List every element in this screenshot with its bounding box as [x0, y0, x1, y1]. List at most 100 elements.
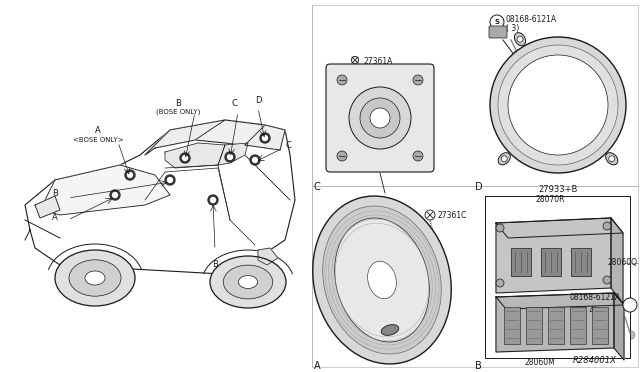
Circle shape: [211, 198, 216, 202]
Text: A: A: [95, 126, 101, 135]
Bar: [548, 307, 564, 344]
Circle shape: [623, 298, 637, 312]
Ellipse shape: [370, 108, 390, 128]
Circle shape: [113, 192, 118, 198]
Text: S: S: [627, 302, 632, 308]
Text: C: C: [286, 141, 292, 150]
Circle shape: [413, 151, 423, 161]
Bar: [592, 307, 608, 344]
Polygon shape: [145, 120, 285, 155]
Circle shape: [260, 133, 270, 143]
Polygon shape: [496, 293, 624, 309]
Circle shape: [225, 152, 235, 162]
Text: B: B: [175, 99, 181, 108]
Circle shape: [168, 177, 173, 183]
Bar: [526, 307, 542, 344]
Text: R284001X: R284001X: [573, 356, 617, 365]
Ellipse shape: [55, 250, 135, 306]
Circle shape: [182, 155, 188, 160]
Circle shape: [603, 222, 611, 230]
Circle shape: [514, 50, 522, 58]
Circle shape: [490, 15, 504, 29]
Text: B: B: [212, 270, 218, 279]
Bar: [485, 196, 630, 358]
Circle shape: [425, 210, 435, 220]
Polygon shape: [258, 248, 278, 265]
Circle shape: [517, 36, 523, 42]
Circle shape: [501, 156, 508, 162]
Circle shape: [603, 276, 611, 284]
Text: 08168-6121A: 08168-6121A: [506, 15, 557, 23]
Circle shape: [627, 331, 635, 339]
FancyBboxPatch shape: [326, 64, 434, 172]
Circle shape: [413, 75, 423, 85]
Circle shape: [227, 154, 232, 160]
Bar: [541, 248, 561, 276]
Polygon shape: [496, 293, 614, 352]
Text: (BOSE ONLY): (BOSE ONLY): [218, 275, 262, 282]
Circle shape: [110, 190, 120, 200]
Polygon shape: [614, 293, 624, 360]
FancyBboxPatch shape: [489, 26, 507, 38]
Text: D: D: [255, 96, 261, 105]
Ellipse shape: [335, 218, 429, 342]
Text: B: B: [212, 260, 218, 269]
Text: 27933+B: 27933+B: [538, 185, 578, 194]
Ellipse shape: [223, 265, 273, 299]
Circle shape: [498, 45, 618, 165]
Ellipse shape: [367, 261, 396, 299]
Ellipse shape: [313, 196, 451, 364]
Circle shape: [180, 153, 190, 163]
Circle shape: [208, 195, 218, 205]
Ellipse shape: [360, 98, 400, 138]
Ellipse shape: [210, 256, 286, 308]
Text: 27361A: 27361A: [364, 58, 394, 67]
Ellipse shape: [323, 206, 442, 354]
Text: (BOSE ONLY): (BOSE ONLY): [156, 109, 200, 115]
Text: D: D: [475, 182, 483, 192]
Polygon shape: [165, 143, 225, 168]
Text: 28060M: 28060M: [525, 358, 556, 367]
Text: S: S: [495, 19, 499, 25]
Ellipse shape: [85, 271, 105, 285]
Text: A: A: [52, 214, 58, 222]
Circle shape: [250, 155, 260, 165]
Text: C: C: [314, 182, 321, 192]
Polygon shape: [496, 218, 623, 238]
Circle shape: [490, 37, 626, 173]
Polygon shape: [611, 218, 623, 303]
Polygon shape: [218, 143, 248, 165]
Bar: [570, 307, 586, 344]
Polygon shape: [40, 165, 170, 215]
Bar: [571, 248, 591, 276]
Ellipse shape: [605, 153, 618, 165]
Circle shape: [496, 279, 504, 287]
Ellipse shape: [351, 57, 358, 64]
Text: 27361C: 27361C: [438, 211, 467, 219]
Circle shape: [508, 55, 608, 155]
Text: 27933: 27933: [367, 200, 394, 209]
Ellipse shape: [515, 33, 525, 46]
Text: ( 4): ( 4): [584, 307, 597, 315]
Text: A: A: [314, 361, 320, 371]
Text: ( 3): ( 3): [506, 25, 519, 33]
Bar: [504, 307, 520, 344]
Text: <BOSE ONLY>: <BOSE ONLY>: [73, 137, 124, 143]
Circle shape: [127, 173, 132, 177]
Polygon shape: [145, 120, 225, 155]
Polygon shape: [245, 125, 285, 150]
Text: B: B: [52, 189, 58, 198]
Bar: [511, 248, 531, 276]
Ellipse shape: [498, 153, 510, 165]
Text: 28070R: 28070R: [535, 195, 564, 204]
Text: C: C: [231, 99, 237, 108]
Text: 08168-6121A: 08168-6121A: [570, 292, 621, 301]
Polygon shape: [25, 120, 295, 275]
Circle shape: [262, 135, 268, 141]
Ellipse shape: [239, 276, 257, 289]
Ellipse shape: [381, 325, 399, 336]
Text: B: B: [475, 361, 482, 371]
Ellipse shape: [349, 87, 411, 149]
Circle shape: [253, 157, 257, 163]
Circle shape: [165, 175, 175, 185]
